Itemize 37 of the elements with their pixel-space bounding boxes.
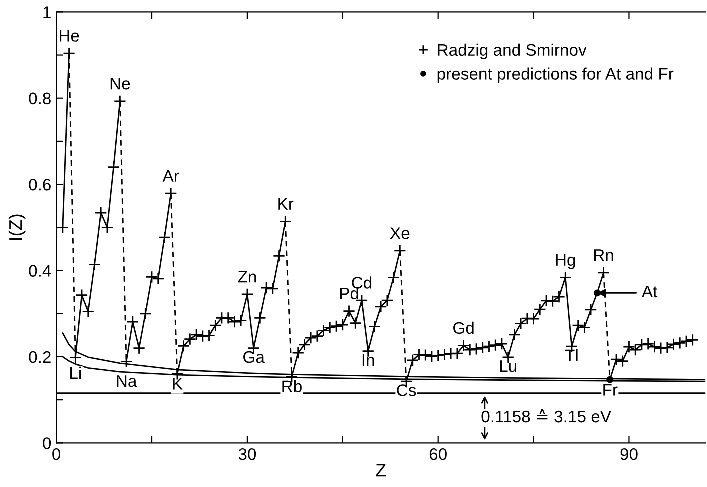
ref-line-label: 0.1158 ≙ 3.15 eV: [482, 408, 612, 423]
annotation: Lu: [500, 360, 516, 372]
y-tick-label: 0.8: [29, 92, 51, 105]
annotation: Xe: [390, 228, 410, 240]
annotation: Pd: [340, 287, 358, 300]
annotation: Hg: [556, 254, 576, 270]
y-axis-title: I(Z): [8, 214, 26, 240]
legend-label: Radzig and Smirnov: [438, 44, 587, 60]
x-tick-label: 90: [620, 448, 638, 460]
y-tick-label: 1: [44, 6, 51, 18]
annotation: Ar: [162, 170, 180, 182]
x-axis-title: Z: [376, 464, 386, 477]
annotation: At: [642, 286, 658, 298]
annotation: Na: [117, 376, 138, 388]
annotation: Tl: [565, 349, 578, 362]
annotation: Li: [70, 366, 82, 379]
annotation: Cd: [352, 276, 372, 289]
x-tick-label: 60: [430, 448, 447, 460]
annotation: Ne: [110, 78, 130, 90]
y-tick-label: 0: [43, 438, 52, 450]
annotation: Rb: [282, 380, 302, 392]
annotation: Zn: [238, 271, 256, 283]
annotation: Gd: [454, 322, 474, 334]
y-tick-label: 0.6: [29, 178, 51, 191]
annotation: Cs: [397, 384, 416, 396]
annotation: Rn: [594, 250, 614, 262]
annotation: Ga: [244, 351, 265, 364]
legend-label: present predictions for At and Fr: [438, 68, 674, 84]
annotation: Kr: [278, 198, 294, 210]
y-tick-label: 0.4: [29, 265, 52, 277]
annotation: Fr: [604, 384, 618, 396]
annotation: K: [173, 378, 183, 390]
y-tick-label: 0.2: [29, 351, 51, 364]
annotation: In: [362, 354, 374, 366]
x-tick-label: 0: [52, 448, 61, 460]
annotation: He: [60, 30, 80, 42]
x-tick-label: 30: [238, 448, 256, 460]
